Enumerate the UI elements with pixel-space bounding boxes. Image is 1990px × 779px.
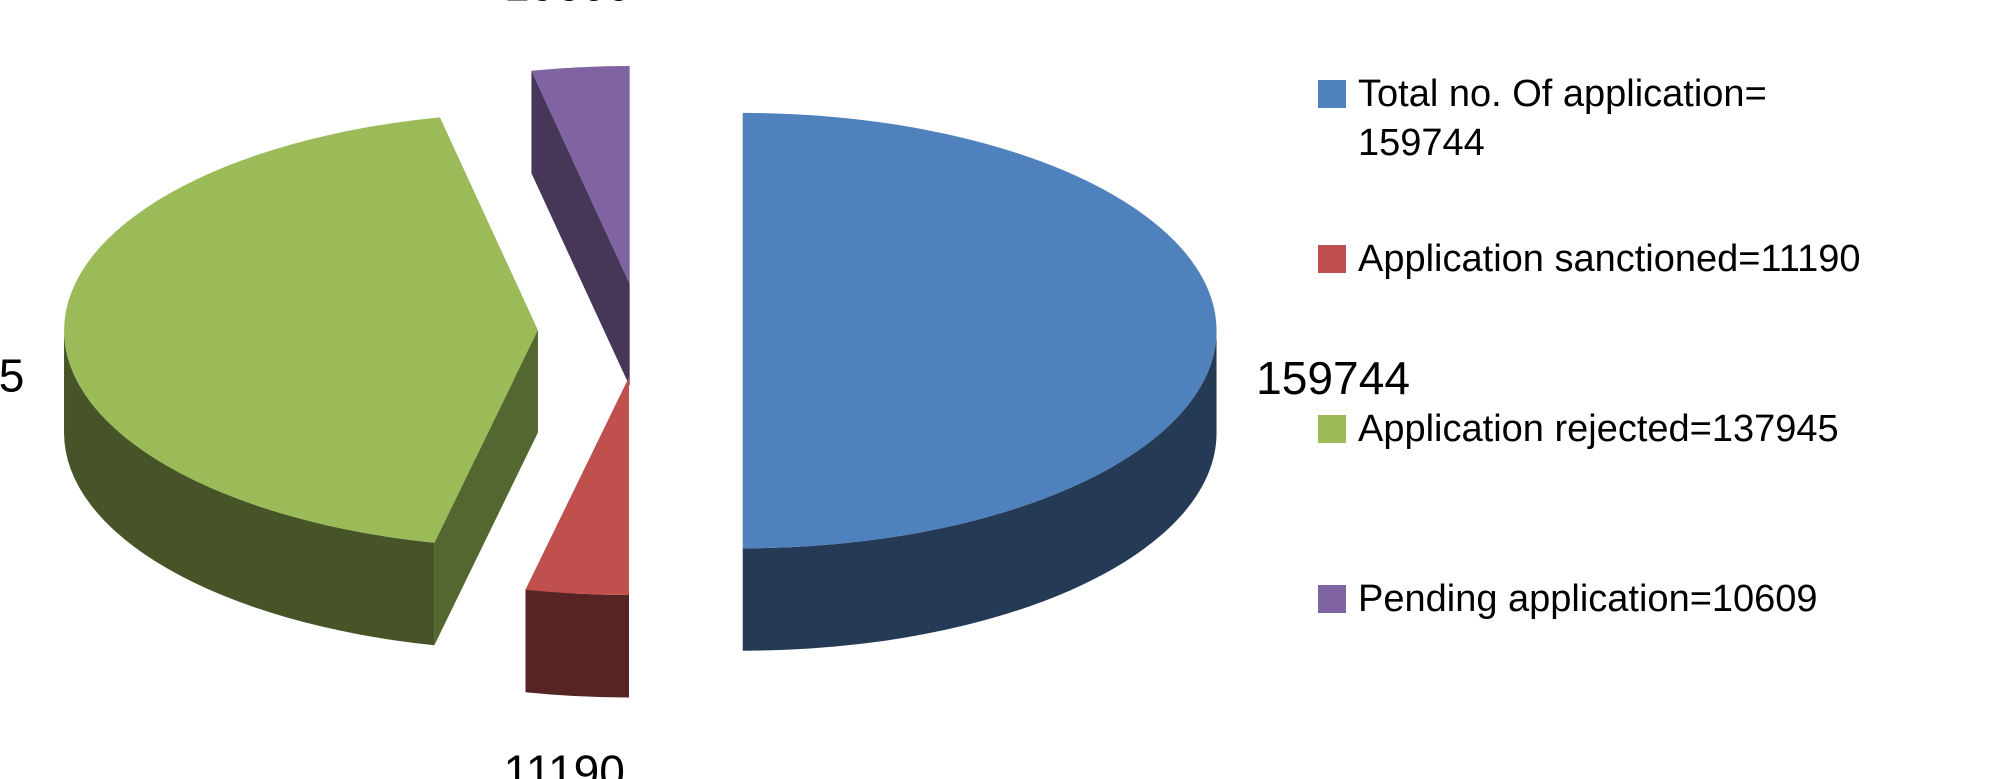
legend-label: Pending application=10609	[1358, 578, 1818, 620]
legend-swatch	[1318, 80, 1346, 108]
data-label: 159744	[1256, 352, 1410, 404]
slice-top	[64, 117, 538, 543]
slice-top	[531, 66, 630, 284]
legend-label: Application sanctioned=11190	[1358, 238, 1861, 280]
data-label: 10609	[504, 0, 632, 10]
data-label: 137945	[0, 350, 24, 402]
legend-entry: Total no. Of application= 159744	[1318, 70, 1898, 169]
legend-entry: Application sanctioned=11190	[1318, 235, 1898, 284]
legend-entry: Application rejected=137945	[1318, 405, 1898, 454]
legend-swatch	[1318, 415, 1346, 443]
pie-slice	[531, 66, 630, 387]
pie-slice	[525, 377, 630, 698]
slice-side	[434, 330, 538, 646]
slice-wall	[525, 589, 630, 698]
slice-wall	[64, 330, 435, 646]
legend-swatch	[1318, 585, 1346, 613]
legend-label: Total no. Of application= 159744	[1358, 73, 1767, 165]
legend-label: Application rejected=137945	[1358, 408, 1839, 450]
slice-top	[525, 377, 630, 596]
slice-wall	[742, 330, 1217, 651]
data-label: 11190	[504, 745, 625, 779]
slice-top	[742, 112, 1217, 549]
pie-slice	[64, 117, 538, 646]
legend-entry: Pending application=10609	[1318, 575, 1898, 624]
slice-side	[531, 70, 630, 387]
legend-swatch	[1318, 245, 1346, 273]
pie-slice	[742, 112, 1217, 651]
